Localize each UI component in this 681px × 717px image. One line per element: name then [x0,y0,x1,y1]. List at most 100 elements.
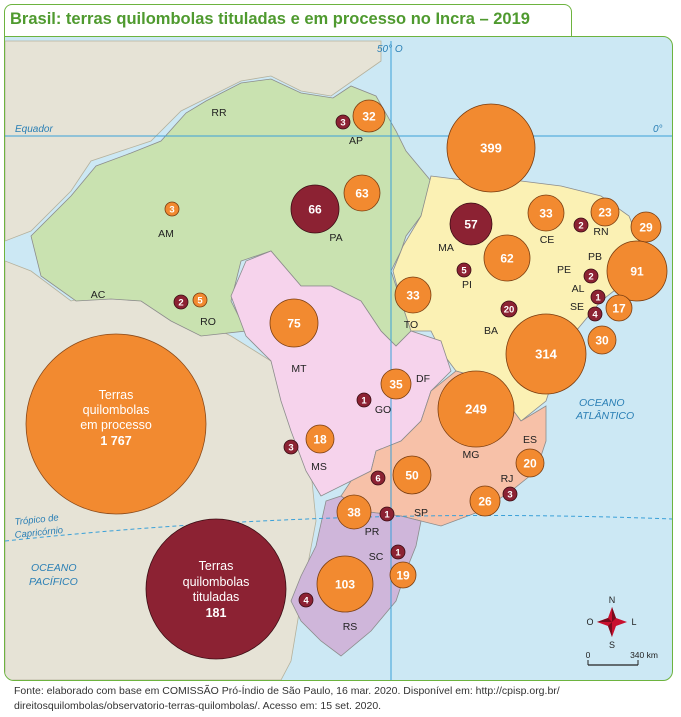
circle-titulada-shape [500,300,518,318]
state-label-sp: SP [414,507,428,519]
circle-ap-processo: 32 [352,99,386,133]
circle-value: 5 [461,266,467,277]
circle-value: 2 [178,298,183,309]
state-label-pb: PB [588,251,602,263]
circle-value: 17 [612,302,626,316]
circle-go-processo: 35 [380,368,412,400]
legend-processo-circle [25,333,207,515]
map-frame: Equador 0° 50° O Trópico de Capricórnio … [4,36,673,681]
state-label-pr: PR [365,526,380,538]
circle-value: 399 [480,141,502,156]
circle-rn-titulada: 2 [573,217,589,233]
state-label-ms: MS [311,461,327,473]
circle-value: 91 [630,265,644,279]
circle-titulada-shape [335,114,351,130]
tropic-label-2: Capricórnio [14,525,63,541]
circle-titulada-shape [583,268,599,284]
circle-am-processo: 3 [164,201,180,217]
circle-ap-titulada: 3 [335,114,351,130]
ocean-pacific-2: PACÍFICO [29,575,78,588]
scale-end: 340 km [630,650,658,660]
circle-value: 50 [405,469,419,483]
circle-titulada-shape [502,486,518,502]
circle-processo-shape [352,99,386,133]
circle-pb-processo: 29 [630,211,662,243]
legend-processo-line3: em processo [80,418,152,432]
legend-processo-line2: quilombolas [83,403,150,417]
circle-titulada-shape [573,217,589,233]
circle-value: 3 [507,490,512,501]
circle-pi-titulada: 5 [456,262,472,278]
legend-titulada-line2: quilombolas [183,575,250,589]
circle-processo-shape [590,197,620,227]
state-label-mg: MG [463,449,480,461]
circle-rs-processo: 103 [316,555,374,613]
circle-sp-titulada: 1 [379,506,395,522]
circle-titulada-shape [298,592,314,608]
circle-value: 3 [340,118,345,129]
legend-processo-line1: Terras [99,388,134,402]
circle-processo-shape [380,368,412,400]
circle-processo-shape [343,174,381,212]
ocean-pacific-1: OCEANO [31,562,77,574]
circle-value: 23 [598,206,612,220]
compass-n: N [609,595,616,605]
circle-processo-shape [515,448,545,478]
source-line-1: Fonte: elaborado com base em COMISSÃO Pr… [14,685,560,697]
state-label-es: ES [523,434,537,446]
circle-value: 32 [362,110,376,124]
circle-value: 38 [347,506,361,520]
circle-value: 20 [504,305,515,316]
circle-se-processo: 30 [587,325,617,355]
legend-titulada-circle [145,518,287,660]
circle-value: 63 [355,187,369,201]
circle-processo-shape [605,294,633,322]
state-label-ac: AC [91,289,106,301]
state-label-am: AM [158,228,174,240]
circle-ro-processo: 5 [192,292,208,308]
circle-ba-processo: 314 [505,313,587,395]
circle-value: 2 [578,221,583,232]
state-label-rr: RR [211,107,227,119]
circle-titulada-shape [173,294,189,310]
scale-bar: 0 340 km [586,650,658,666]
legend-processo: Terras quilombolas em processo 1 767 [25,333,207,515]
circle-processo-shape [192,292,208,308]
circle-value: 57 [464,218,478,232]
circle-value: 6 [375,474,380,485]
ocean-atlantic-2: ATLÂNTICO [575,409,634,422]
circle-value: 33 [406,289,420,303]
state-label-rj: RJ [501,473,514,485]
circle-processo-shape [164,201,180,217]
circle-rj-processo: 26 [469,485,501,517]
title-tab [4,4,572,39]
state-label-pa: PA [329,232,342,244]
circle-processo-shape [606,240,668,302]
state-label-ba: BA [484,325,498,337]
region-north [30,78,432,347]
circle-ms-titulada: 3 [283,439,299,455]
circle-processo-shape [483,234,531,282]
compass-o: O [586,617,593,627]
circle-al-titulada: 1 [590,289,606,305]
circle-mt-processo: 75 [269,298,319,348]
circle-processo-shape [587,325,617,355]
compass-star-shade [597,607,616,637]
legend-titulada-value: 181 [206,606,227,620]
circle-to-processo: 33 [394,276,432,314]
state-label-sc: SC [369,551,384,563]
circle-pa-titulada: 66 [290,184,340,234]
circle-titulada-shape [290,184,340,234]
circle-value: 66 [308,203,322,217]
circle-processo-shape [469,485,501,517]
circle-titulada-shape [390,544,406,560]
legend-processo-value: 1 767 [100,434,131,448]
circle-processo-shape [305,424,335,454]
circle-ma-titulada: 57 [449,202,493,246]
circle-value: 62 [500,252,514,266]
state-label-df: DF [416,373,430,385]
meridian-label: 50° O [377,44,403,55]
circle-se-titulada: 4 [587,306,603,322]
